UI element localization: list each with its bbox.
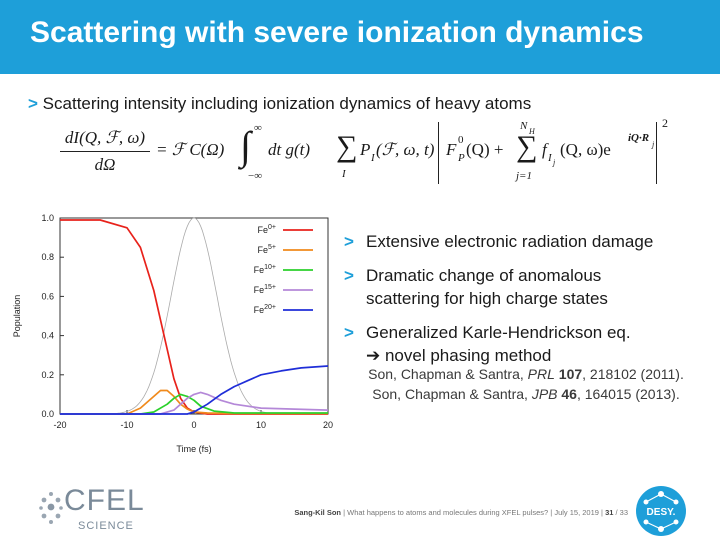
sum2-upper-sub: H	[529, 127, 535, 136]
bullet-arrow-icon: >	[344, 323, 354, 342]
bullet-arrow-icon: >	[344, 266, 354, 285]
population-chart-svg: 0.0 0.2 0.4 0.6 0.8 1.0 -20 -10 0 10 20 Time (fs) Po…	[12, 213, 333, 454]
equation-fraction: dI(Q, ℱ, ω) dΩ	[60, 128, 150, 175]
term-fj-subsub: j	[553, 158, 556, 167]
bullet-line-1: Dramatic change of anomalous	[366, 266, 602, 285]
bullet-line-1: Generalized Karle-Hendrickson eq.	[366, 323, 631, 342]
cfel-wordmark: CFEL	[64, 484, 145, 517]
integral-lower: −∞	[248, 170, 263, 182]
legend-label: Fe5+	[258, 244, 277, 255]
series-line-0+	[60, 219, 328, 415]
footer: Sang-Kil Son | What happens to atoms and…	[150, 508, 628, 517]
bullet-line-2: scattering for high charge states	[366, 289, 608, 308]
desy-logo: DESY.	[634, 484, 688, 538]
equation-denominator: dΩ	[94, 155, 116, 174]
term-exp-sub: j	[652, 140, 655, 149]
ref1-journal: PRL	[527, 366, 555, 382]
y-tick-label: 1.0	[41, 213, 54, 223]
term-f-sub: P	[458, 152, 465, 164]
equation-integrand: dt g(t)	[268, 140, 311, 159]
ref2-journal: JPB	[531, 386, 558, 402]
cfel-dots-icon	[39, 492, 63, 524]
y-tick-label: 0.2	[41, 370, 54, 380]
bullet-line-2: ➔ novel phasing method	[366, 346, 552, 365]
slide-title: Scattering with severe ionization dynami…	[30, 16, 644, 49]
ref2-volume: 46	[557, 386, 577, 402]
term-f: F	[446, 140, 457, 159]
ref2-authors: Son, Chapman & Santra,	[372, 386, 532, 402]
bullet-anomalous-scattering: > Dramatic change of anomalous scatterin…	[342, 264, 712, 310]
footer-talk: | What happens to atoms and molecules du…	[341, 508, 606, 517]
term-fj-args: (Q, ω)e	[560, 140, 611, 159]
references: Son, Chapman & Santra, PRL 107, 218102 (…	[340, 364, 712, 404]
equation-numerator: dI(Q, ℱ, ω)	[60, 128, 150, 152]
sum-symbol-2: ∑	[516, 130, 538, 163]
x-tick-label: -20	[53, 420, 66, 430]
population-plot: 0.0 0.2 0.4 0.6 0.8 1.0 -20 -10 0 10 20 Time (fs) Po…	[8, 206, 343, 466]
x-tick-label: -10	[120, 420, 133, 430]
desy-text: DESY.	[647, 507, 676, 518]
ref1-authors: Son, Chapman & Santra,	[368, 366, 528, 382]
cfel-logo: CFEL SCIENCE	[38, 484, 144, 536]
term-f-args: (Q) +	[466, 140, 504, 159]
y-tick-label: 0.4	[41, 331, 54, 341]
bullet-karle-hendrickson: > Generalized Karle-Hendrickson eq. ➔ no…	[342, 321, 712, 367]
y-tick-label: 0.8	[41, 252, 54, 262]
footer-total: / 33	[613, 508, 628, 517]
right-bullet-list: > Extensive electronic radiation damage …	[342, 230, 712, 378]
term-fj-sub: I	[548, 152, 552, 164]
legend-label: Fe20+	[254, 304, 276, 315]
ref1-volume: 107	[554, 366, 583, 382]
series-line-20+	[60, 365, 329, 415]
ref2-rest: , 164015 (2013).	[576, 386, 680, 402]
pulse-envelope-line	[60, 217, 328, 415]
x-tick-label: 10	[256, 420, 266, 430]
x-tick-label: 20	[323, 420, 333, 430]
main-bullet-text: Scattering intensity including ionizatio…	[42, 94, 532, 113]
cfel-subtitle: SCIENCE	[78, 520, 134, 532]
legend-label: Fe10+	[254, 264, 276, 275]
x-axis-label: Time (fs)	[176, 444, 211, 454]
term-fj: f	[542, 140, 547, 159]
scattering-equation: dI(Q, ℱ, ω) dΩ = ℱ C(Ω) ∫ ∞ −∞ dt g(t) ∑…	[50, 116, 690, 194]
sum2-upper: N	[520, 120, 528, 132]
main-bullet: > Scattering intensity including ionizat…	[28, 94, 531, 114]
term-f-sup: 0	[458, 134, 464, 146]
footer-page: 31	[605, 508, 614, 517]
equation-rhs-prefix: = ℱ C(Ω)	[156, 140, 225, 159]
title-bar: Scattering with severe ionization dynami…	[0, 0, 720, 74]
bullet-arrow-icon: >	[28, 94, 38, 113]
abs-bar-right	[656, 122, 657, 184]
bullet-radiation-damage: > Extensive electronic radiation damage	[342, 230, 712, 253]
y-tick-label: 0.6	[41, 291, 54, 301]
desy-logo-icon: DESY.	[636, 486, 686, 536]
legend-label: Fe15+	[254, 284, 276, 295]
reference-1: Son, Chapman & Santra, PRL 107, 218102 (…	[340, 364, 712, 384]
sum2-lower: j=1	[516, 170, 532, 182]
reference-2: Son, Chapman & Santra, JPB 46, 164015 (2…	[340, 384, 712, 404]
term-p: P	[360, 140, 371, 159]
y-axis-label: Population	[12, 295, 22, 338]
equation-power: 2	[662, 116, 668, 130]
bullet-arrow-icon: >	[344, 232, 354, 251]
integral-upper: ∞	[254, 122, 262, 134]
abs-bar-left	[438, 122, 439, 184]
term-p-args: (ℱ, ω, t)	[376, 140, 435, 159]
footer-author: Sang-Kil Son	[294, 508, 341, 517]
sum-symbol-1: ∑	[336, 130, 358, 163]
series-line-15+	[60, 391, 329, 415]
x-tick-label: 0	[191, 420, 196, 430]
series-line-10+	[60, 393, 328, 415]
plot-frame	[59, 217, 329, 415]
ref1-rest: , 218102 (2011).	[582, 366, 684, 382]
integral-symbol: ∫	[240, 123, 251, 168]
y-tick-label: 0.0	[41, 409, 54, 419]
legend-label: Fe0+	[258, 224, 277, 235]
series-line-5+	[60, 389, 328, 415]
term-exp: iQ·R	[628, 132, 650, 144]
sum-index-1: I	[342, 168, 346, 180]
bullet-text: Extensive electronic radiation damage	[366, 232, 654, 251]
term-p-sub: I	[371, 152, 375, 164]
